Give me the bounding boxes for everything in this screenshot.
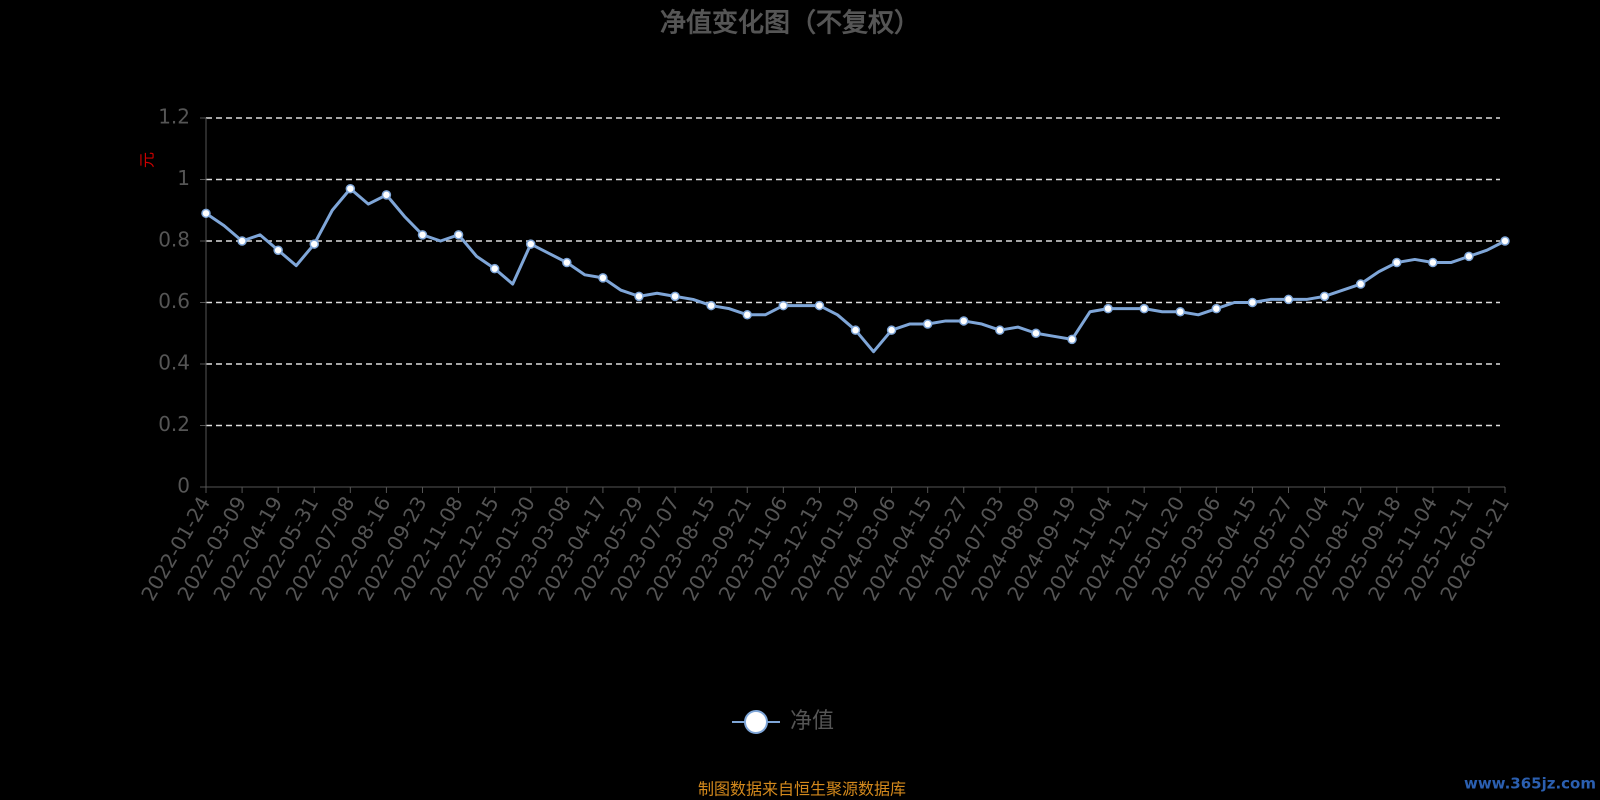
y-tick-label: 0.8 — [158, 228, 190, 252]
point-marker — [1500, 236, 1510, 246]
point-marker — [489, 263, 500, 274]
watermark: www.365jz.com — [1464, 775, 1596, 793]
y-axis-label: 元 — [138, 152, 157, 168]
point-marker — [886, 325, 897, 335]
point-marker — [850, 325, 861, 335]
point-marker — [1247, 297, 1258, 308]
point-marker — [742, 310, 752, 320]
point-marker — [1319, 291, 1330, 302]
point-marker — [1211, 303, 1222, 314]
y-tick-label: 0.6 — [158, 289, 190, 313]
point-marker — [526, 239, 536, 249]
point-marker — [237, 236, 247, 246]
point-marker — [814, 300, 825, 311]
point-marker — [1283, 294, 1294, 305]
point-marker — [1103, 303, 1113, 314]
y-tick-label: 0 — [177, 474, 190, 498]
source-note: 制图数据来自恒生聚源数据库 — [698, 780, 906, 799]
point-marker — [670, 291, 680, 302]
point-marker — [201, 208, 211, 219]
y-tick-label: 0.2 — [158, 412, 190, 436]
point-marker — [995, 325, 1005, 335]
point-marker — [598, 273, 608, 283]
legend-marker — [744, 710, 768, 734]
point-marker — [1067, 334, 1077, 345]
point-marker — [778, 300, 789, 311]
point-marker — [634, 291, 644, 302]
point-marker — [1464, 251, 1474, 262]
chart-title: 净值变化图（不复权） — [660, 8, 920, 39]
y-tick-label: 0.4 — [158, 351, 190, 375]
point-marker — [309, 239, 319, 249]
point-marker — [417, 230, 428, 240]
point-marker — [959, 316, 969, 326]
point-marker — [1139, 303, 1149, 314]
point-marker — [381, 190, 392, 200]
point-marker — [706, 300, 716, 311]
y-tick-label: 1 — [177, 166, 190, 190]
point-marker — [1355, 279, 1366, 289]
point-marker — [1175, 306, 1185, 317]
point-marker — [1031, 328, 1041, 338]
legend-label: 净值 — [790, 709, 834, 734]
point-marker — [273, 245, 283, 255]
point-marker — [1428, 257, 1438, 268]
point-marker — [453, 230, 464, 240]
point-marker — [922, 319, 933, 329]
point-marker — [1392, 257, 1402, 268]
y-tick-label: 1.2 — [158, 105, 190, 129]
point-marker — [345, 183, 356, 194]
point-marker — [562, 257, 572, 268]
